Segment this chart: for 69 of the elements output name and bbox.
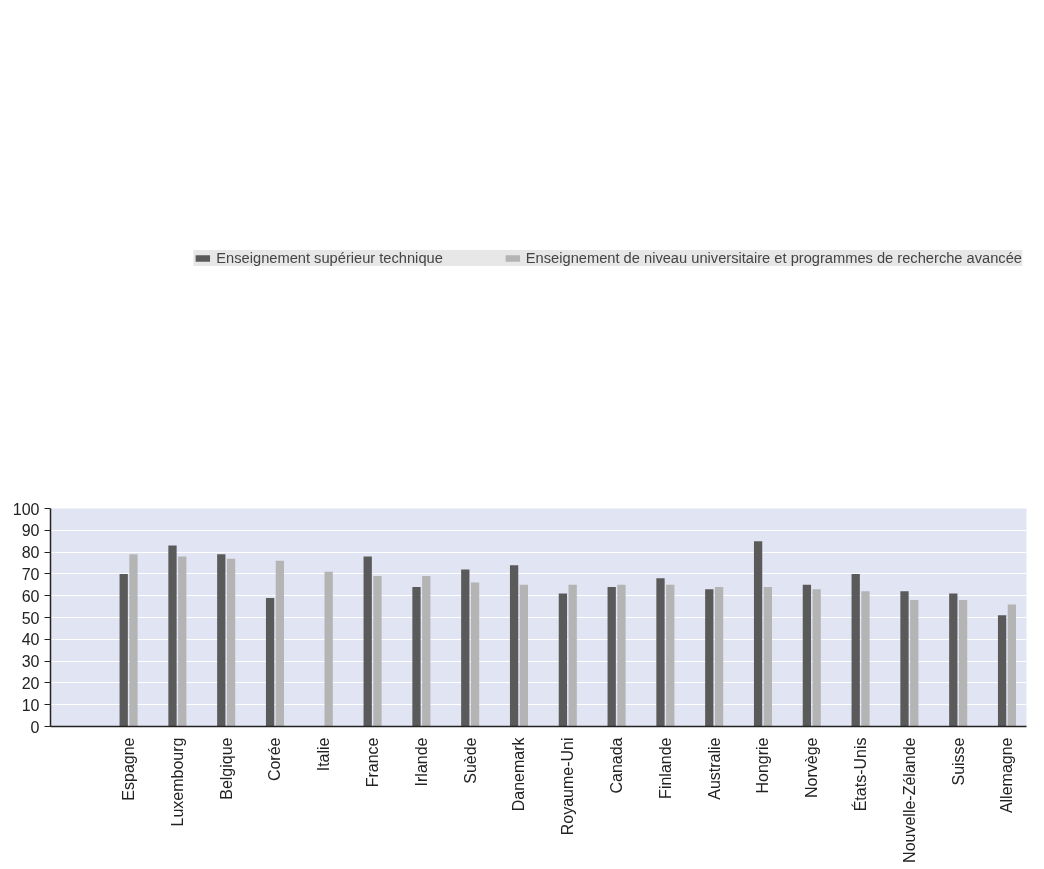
bar [178,556,187,727]
y-tick-label: 80 [21,544,40,562]
bar [324,571,333,727]
bar [119,573,128,727]
x-tick-label: Nouvelle-Zélande [900,737,918,863]
bar [705,589,714,727]
y-tick-label: 50 [21,609,40,627]
bar [217,554,226,727]
bar [900,591,909,727]
bar [949,593,958,727]
bar [129,554,138,727]
bar [753,541,763,727]
bar [763,586,773,727]
y-tick-label: 40 [21,631,40,649]
bar [422,576,431,727]
legend-label: Enseignement de niveau universitaire et programmes de recherche avancée [525,250,1022,266]
x-tick-label: Irlande [412,737,430,787]
y-tick-label: 60 [21,587,40,605]
bar [910,600,919,727]
bar [861,591,870,727]
y-tick-label: 90 [21,522,40,540]
bar [666,584,675,727]
x-tick-label: Suisse [949,737,967,786]
bar [470,582,480,727]
bar [363,556,372,727]
bar [373,576,382,727]
bar [226,558,236,727]
bar [265,597,275,727]
legend-label: Enseignement supérieur technique [216,250,443,266]
bar [412,586,421,727]
x-tick-label: Finlande [656,737,674,799]
bar [509,565,519,727]
y-tick-label: 100 [12,500,40,518]
bar [568,584,577,727]
y-tick-label: 0 [30,718,40,736]
x-tick-label: Corée [266,737,284,782]
bar [802,584,812,727]
x-tick-label: Norvège [803,737,821,798]
x-tick-label: Australie [705,737,723,800]
x-tick-label: États-Unis [851,737,870,812]
bar [617,584,626,727]
bar [656,578,665,727]
bar [275,560,285,727]
bar [558,593,568,727]
x-tick-label: France [364,737,382,788]
y-tick-label: 20 [21,674,40,692]
bar [1007,604,1017,727]
bar [997,615,1007,727]
x-tick-label: Danemark [510,736,528,812]
x-tick-label: Allemagne [998,737,1016,814]
x-tick-label: Italie [315,737,333,772]
bar [168,545,177,727]
bar [714,586,724,727]
x-tick-label: Espagne [120,737,138,801]
bar [519,584,529,727]
x-tick-label: Hongrie [754,737,772,794]
x-tick-label: Suède [461,737,479,784]
y-tick-label: 70 [21,565,40,583]
bar [607,586,616,727]
x-tick-label: Canada [608,737,626,794]
bar [812,589,821,727]
bar [958,600,968,727]
y-tick-label: 10 [21,696,40,714]
x-tick-label: Belgique [217,737,235,800]
y-tick-label: 30 [21,653,40,671]
x-tick-label: Luxembourg [168,737,186,827]
bar [851,573,860,727]
bar [461,569,470,727]
x-tick-label: Royaume-Uni [559,737,577,836]
